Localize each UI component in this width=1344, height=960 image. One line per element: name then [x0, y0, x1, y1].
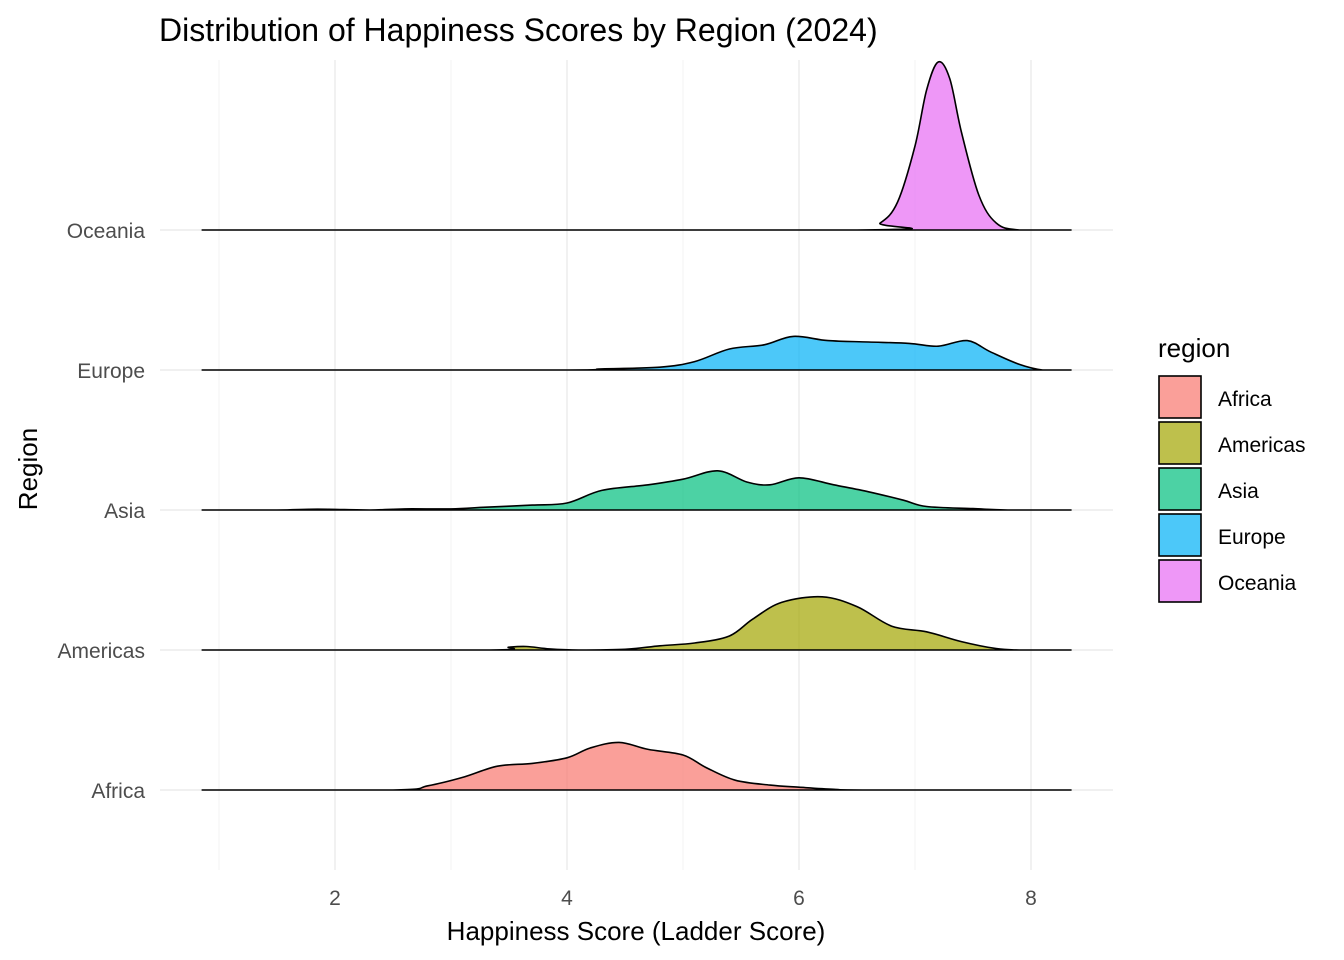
legend-label: Americas	[1218, 434, 1306, 457]
x-tick-labels: 2 4 6 8	[329, 887, 1037, 910]
ridge-asia	[201, 469, 1072, 511]
y-tick-label: Oceania	[67, 220, 146, 243]
y-tick-label: Americas	[57, 640, 145, 663]
ridge-americas	[201, 595, 1072, 651]
y-tick-label: Africa	[91, 780, 145, 803]
y-tick-labels: Africa Americas Asia Europe Oceania	[57, 220, 145, 803]
ridge-europe	[201, 335, 1072, 371]
legend-swatch-europe	[1158, 513, 1202, 557]
legend-label: Asia	[1218, 480, 1259, 503]
ridges	[201, 60, 1072, 791]
legend-swatch-oceania	[1158, 559, 1202, 603]
y-tick-label: Europe	[77, 360, 145, 383]
x-tick-label: 4	[561, 887, 573, 910]
chart-title: Distribution of Happiness Scores by Regi…	[159, 12, 878, 48]
legend-label: Africa	[1218, 388, 1272, 411]
x-axis-title: Happiness Score (Ladder Score)	[447, 916, 826, 946]
legend-swatch-africa	[1158, 375, 1202, 419]
legend-label: Oceania	[1218, 572, 1297, 595]
ridge-oceania	[201, 60, 1072, 231]
legend-swatch-americas	[1158, 421, 1202, 465]
x-tick-label: 6	[793, 887, 805, 910]
legend-title: region	[1158, 333, 1230, 363]
y-axis-title: Region	[13, 428, 43, 510]
legend-swatch-asia	[1158, 467, 1202, 511]
y-tick-label: Asia	[104, 500, 145, 523]
legend-label: Europe	[1218, 526, 1286, 549]
legend: region Africa Americas Asia Europe Oceania	[1158, 333, 1306, 603]
ridge-africa	[201, 741, 1072, 791]
x-tick-label: 2	[329, 887, 341, 910]
x-tick-label: 8	[1025, 887, 1037, 910]
